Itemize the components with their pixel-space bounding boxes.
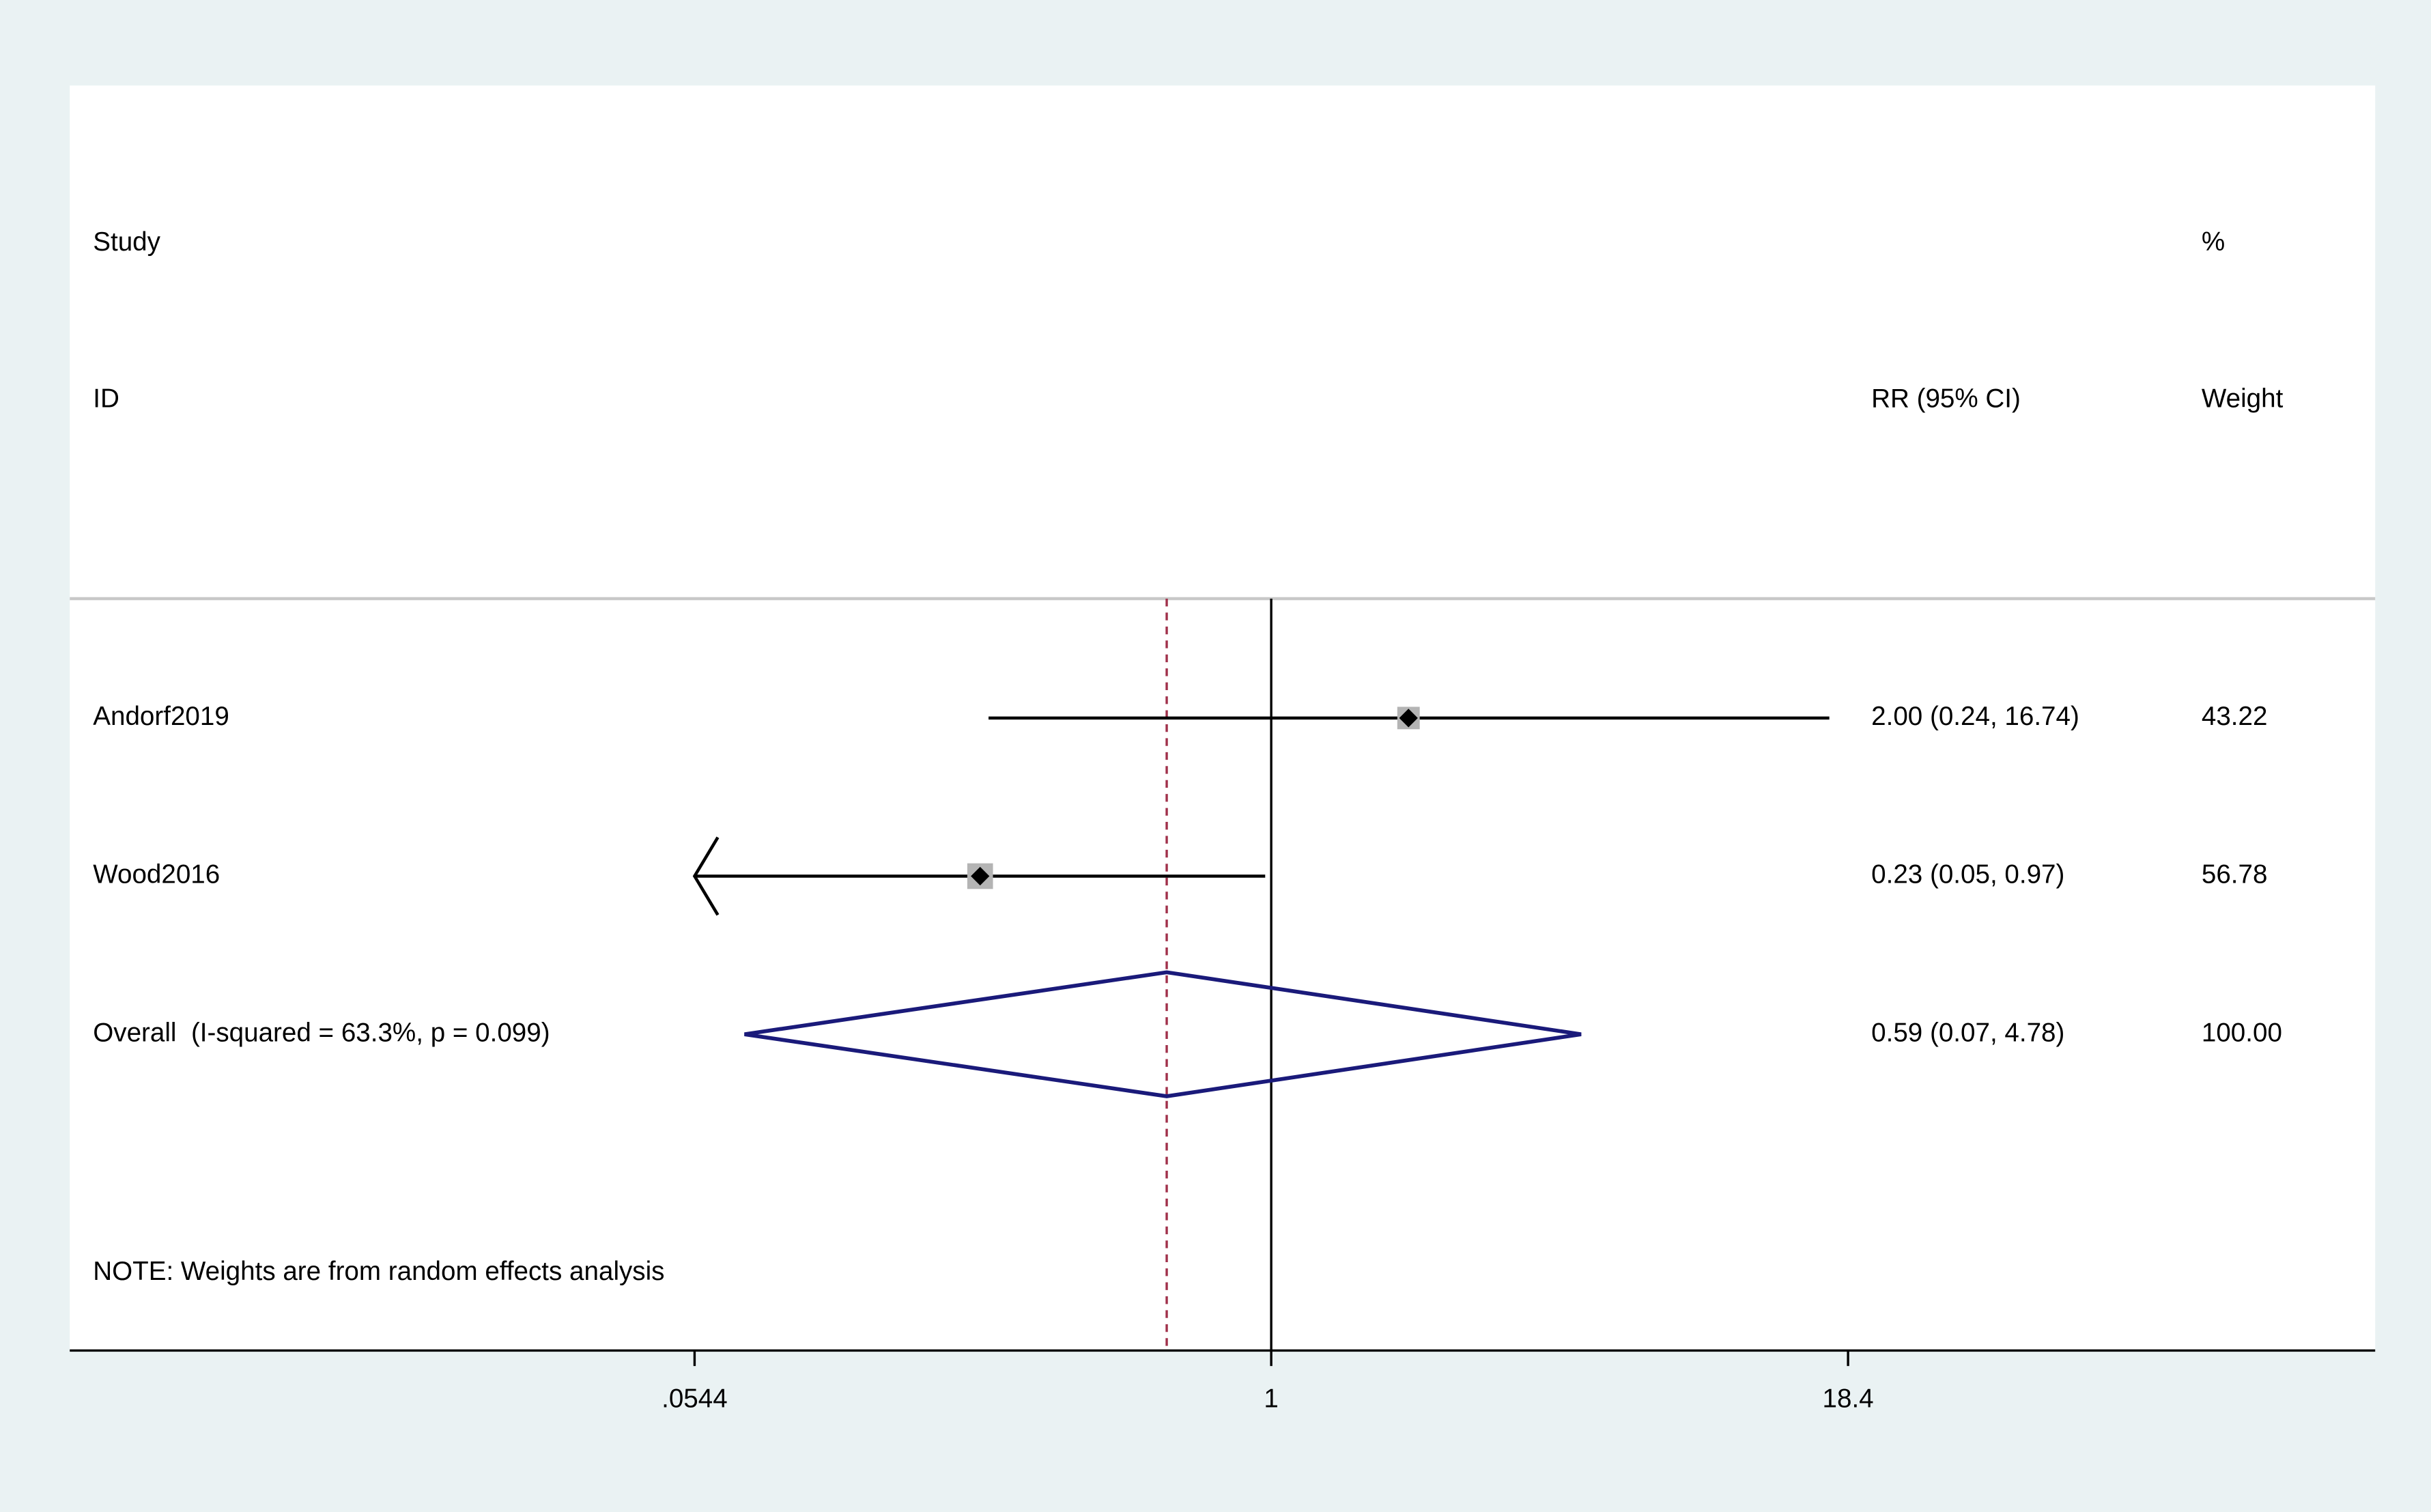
point-estimate [1399, 709, 1418, 728]
study-name: Wood2016 [93, 860, 220, 889]
header-weight: Weight [2202, 384, 2284, 413]
overall-name: Overall (I-squared = 63.3%, p = 0.099) [93, 1018, 550, 1047]
overall-effect-label: 0.59 (0.07, 4.78) [1871, 1018, 2064, 1047]
x-tick-label: 1 [1264, 1384, 1278, 1413]
study-name: Andorf2019 [93, 702, 229, 731]
overall-diamond [744, 970, 1582, 1098]
ci-arrow-left [692, 836, 720, 916]
weight-label: 56.78 [2202, 860, 2268, 889]
effect-label: 2.00 (0.24, 16.74) [1871, 702, 2079, 731]
effect-label: 0.23 (0.05, 0.97) [1871, 860, 2064, 889]
note: NOTE: Weights are from random effects an… [93, 1257, 664, 1286]
weight-label: 43.22 [2202, 702, 2268, 731]
x-tick-label: 18.4 [1823, 1384, 1874, 1413]
x-tick-label: .0544 [662, 1384, 728, 1413]
header-study: Study [93, 227, 160, 257]
overall-weight-label: 100.00 [2202, 1018, 2282, 1047]
header-id: ID [93, 384, 119, 413]
header-effect: RR (95% CI) [1871, 384, 2021, 413]
header-weight-pct: % [2202, 227, 2225, 257]
